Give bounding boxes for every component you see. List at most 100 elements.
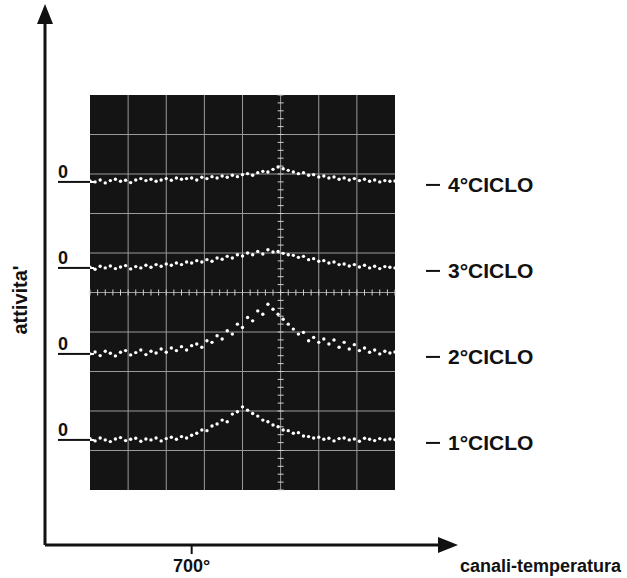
data-point bbox=[205, 258, 208, 261]
graticule-tick bbox=[278, 118, 284, 119]
graticule-tick bbox=[181, 290, 182, 296]
data-point bbox=[307, 174, 310, 177]
graticule-tick bbox=[278, 466, 284, 467]
data-point bbox=[241, 173, 244, 176]
graticule-tick bbox=[278, 300, 284, 301]
graticule-line bbox=[356, 95, 357, 490]
graticule-tick bbox=[278, 490, 284, 491]
data-point bbox=[165, 177, 168, 180]
data-point bbox=[129, 438, 132, 441]
data-point bbox=[276, 250, 279, 253]
data-point bbox=[368, 438, 371, 441]
data-point bbox=[287, 429, 290, 432]
graticule-tick bbox=[189, 290, 190, 296]
data-point bbox=[114, 267, 117, 270]
graticule-tick bbox=[173, 290, 174, 296]
graticule-tick bbox=[278, 411, 284, 412]
data-point bbox=[271, 308, 274, 311]
data-point bbox=[144, 264, 147, 267]
graticule-tick bbox=[295, 290, 296, 296]
data-point bbox=[337, 437, 340, 440]
data-point bbox=[215, 176, 218, 179]
data-point bbox=[195, 178, 198, 181]
data-point bbox=[266, 420, 269, 423]
data-point bbox=[149, 438, 152, 441]
data-point bbox=[332, 175, 335, 178]
data-point bbox=[266, 170, 269, 173]
data-point bbox=[170, 264, 173, 267]
data-point bbox=[165, 262, 168, 265]
graticule-tick bbox=[278, 245, 284, 246]
data-point bbox=[134, 437, 137, 440]
data-point bbox=[185, 260, 188, 263]
data-point bbox=[307, 435, 310, 438]
data-point bbox=[195, 432, 198, 435]
data-point bbox=[378, 352, 381, 355]
data-point bbox=[251, 319, 254, 322]
data-point bbox=[348, 347, 351, 350]
data-point bbox=[231, 174, 234, 177]
data-point bbox=[195, 342, 198, 345]
data-point bbox=[109, 440, 112, 443]
data-point bbox=[139, 266, 142, 269]
data-point bbox=[256, 250, 259, 253]
data-point bbox=[246, 172, 249, 175]
graticule-line bbox=[90, 411, 395, 412]
data-point bbox=[246, 316, 249, 319]
data-point bbox=[124, 179, 127, 182]
data-point bbox=[226, 329, 229, 332]
data-point bbox=[276, 165, 279, 168]
graticule-tick bbox=[278, 237, 284, 238]
data-point bbox=[342, 262, 345, 265]
data-point bbox=[231, 412, 234, 415]
graticule-tick bbox=[387, 290, 388, 296]
x-axis bbox=[45, 544, 440, 547]
data-point bbox=[129, 353, 132, 356]
data-point bbox=[210, 424, 213, 427]
chart: 0700°1°CICLOcanali-temperaturaattivita'0… bbox=[0, 0, 627, 578]
data-point bbox=[317, 260, 320, 263]
data-point bbox=[322, 259, 325, 262]
graticule-tick bbox=[278, 102, 284, 103]
graticule-tick bbox=[372, 290, 373, 296]
graticule-tick bbox=[278, 110, 284, 111]
data-point bbox=[149, 178, 152, 181]
label-dash bbox=[426, 356, 440, 358]
data-point bbox=[98, 178, 101, 181]
data-point bbox=[200, 260, 203, 263]
graticule-tick bbox=[105, 290, 106, 296]
graticule-tick bbox=[349, 290, 350, 296]
data-point bbox=[170, 179, 173, 182]
data-point bbox=[292, 254, 295, 257]
trace bbox=[90, 303, 395, 358]
data-point bbox=[139, 348, 142, 351]
data-point bbox=[200, 428, 203, 431]
data-point bbox=[281, 428, 284, 431]
graticule-line bbox=[90, 134, 395, 135]
graticule-line bbox=[166, 95, 167, 490]
data-point bbox=[348, 438, 351, 441]
graticule-tick bbox=[278, 379, 284, 380]
data-point bbox=[180, 345, 183, 348]
data-point bbox=[307, 258, 310, 261]
graticule-tick bbox=[128, 290, 129, 296]
data-point bbox=[241, 254, 244, 257]
data-point bbox=[358, 179, 361, 182]
graticule-tick bbox=[278, 205, 284, 206]
graticule-line bbox=[90, 450, 395, 451]
data-point bbox=[287, 253, 290, 256]
data-point bbox=[327, 342, 330, 345]
graticule-tick bbox=[278, 221, 284, 222]
data-point bbox=[271, 168, 274, 171]
graticule-tick bbox=[278, 181, 284, 182]
data-point bbox=[337, 346, 340, 349]
data-point bbox=[241, 326, 244, 329]
data-point bbox=[297, 172, 300, 175]
data-point bbox=[373, 265, 376, 268]
data-point bbox=[378, 267, 381, 270]
data-point bbox=[180, 178, 183, 181]
data-point bbox=[98, 436, 101, 439]
data-point bbox=[281, 252, 284, 255]
x-axis-title: canali-temperatura bbox=[460, 556, 622, 576]
data-point bbox=[241, 405, 244, 408]
